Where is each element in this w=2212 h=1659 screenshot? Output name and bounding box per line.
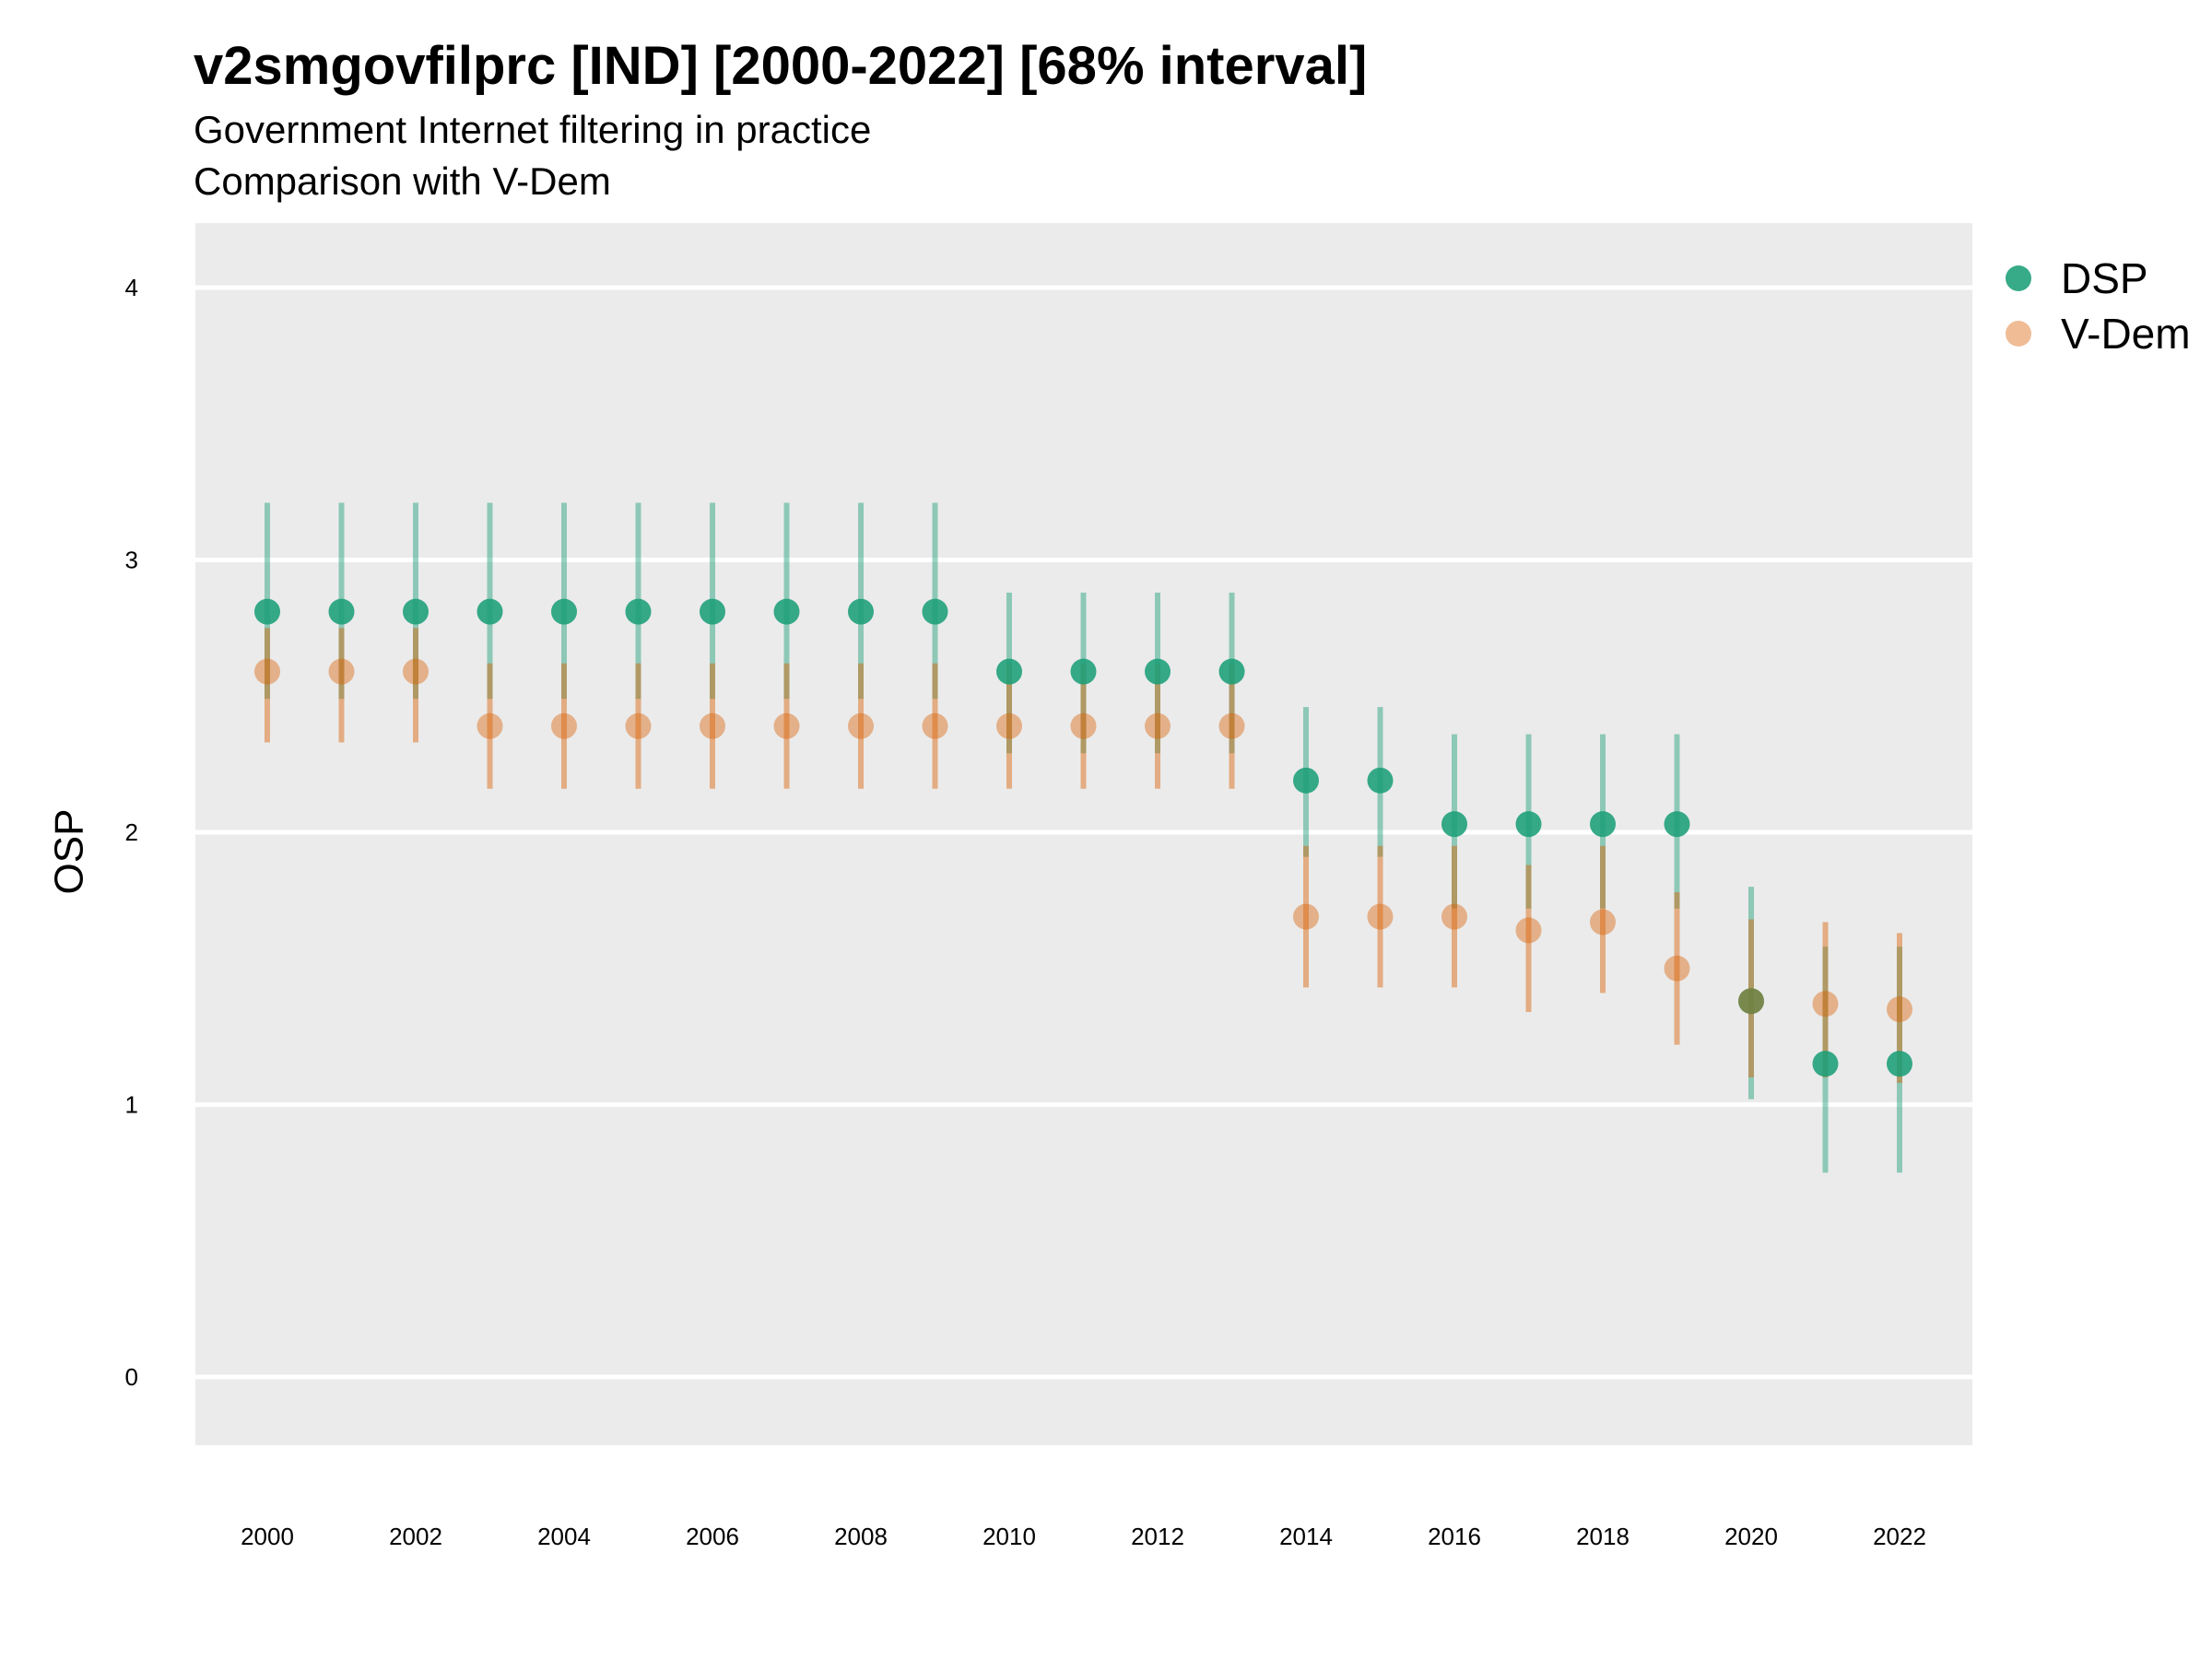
x-tick-label: 2014 bbox=[1279, 1523, 1333, 1550]
y-axis-ticks: 0 1 2 3 4 bbox=[125, 274, 138, 1391]
data-point-dsp bbox=[700, 598, 725, 625]
data-point-dsp bbox=[1887, 1051, 1912, 1077]
x-tick-label: 2002 bbox=[389, 1523, 442, 1550]
x-tick-label: 2022 bbox=[1873, 1523, 1926, 1550]
y-tick-label: 2 bbox=[125, 818, 138, 846]
data-point-v-dem bbox=[1590, 909, 1616, 935]
x-tick-label: 2006 bbox=[686, 1523, 739, 1550]
data-point-dsp bbox=[848, 598, 874, 625]
data-point-v-dem bbox=[1145, 712, 1171, 739]
data-point-v-dem bbox=[1738, 988, 1764, 1015]
x-axis-ticks: 2000 2002 2004 2006 2008 2010 2012 2014 2016 2018… bbox=[241, 1523, 1926, 1550]
data-point-dsp bbox=[1812, 1051, 1839, 1077]
data-point-v-dem bbox=[1812, 991, 1839, 1018]
data-point-dsp bbox=[1218, 658, 1245, 685]
data-point-dsp bbox=[625, 598, 652, 625]
data-point-dsp bbox=[773, 598, 800, 625]
x-tick-label: 2018 bbox=[1576, 1523, 1630, 1550]
x-tick-label: 2016 bbox=[1428, 1523, 1481, 1550]
data-point-dsp bbox=[403, 598, 429, 625]
legend-key-v-dem bbox=[2006, 321, 2031, 347]
data-point-v-dem bbox=[848, 712, 874, 739]
data-point-dsp bbox=[328, 598, 355, 625]
y-tick-label: 1 bbox=[125, 1091, 138, 1119]
data-point-v-dem bbox=[1367, 903, 1394, 930]
data-point-v-dem bbox=[996, 712, 1022, 739]
data-point-v-dem bbox=[551, 712, 577, 739]
data-point-v-dem bbox=[922, 712, 948, 739]
data-points bbox=[254, 598, 1912, 1077]
y-tick-label: 0 bbox=[125, 1363, 138, 1391]
data-point-v-dem bbox=[1441, 903, 1467, 930]
data-point-dsp bbox=[1145, 658, 1171, 685]
x-tick-label: 2010 bbox=[982, 1523, 1036, 1550]
y-tick-label: 3 bbox=[125, 547, 138, 574]
data-point-v-dem bbox=[1070, 712, 1097, 739]
data-point-v-dem bbox=[403, 658, 429, 685]
data-point-dsp bbox=[1738, 988, 1764, 1015]
data-point-dsp bbox=[1515, 811, 1542, 838]
data-point-dsp bbox=[1590, 811, 1616, 838]
data-point-v-dem bbox=[1293, 903, 1319, 930]
data-point-v-dem bbox=[700, 712, 725, 739]
chart-title: v2smgovfilprc [IND] [2000-2022] [68% int… bbox=[194, 36, 1368, 96]
y-tick-label: 4 bbox=[125, 274, 138, 301]
data-point-v-dem bbox=[1218, 712, 1245, 739]
data-point-dsp bbox=[1070, 658, 1097, 685]
chart-subtitle-comparison: Comparison with V-Dem bbox=[194, 159, 611, 203]
data-point-v-dem bbox=[773, 712, 800, 739]
chart-subtitle: Government Internet filtering in practic… bbox=[194, 108, 872, 151]
data-point-dsp bbox=[1367, 767, 1394, 794]
data-point-v-dem bbox=[254, 658, 280, 685]
data-point-v-dem bbox=[477, 712, 503, 739]
data-point-dsp bbox=[1664, 811, 1690, 838]
data-point-dsp bbox=[1441, 811, 1467, 838]
data-point-v-dem bbox=[1887, 996, 1912, 1023]
x-tick-label: 2008 bbox=[834, 1523, 888, 1550]
y-axis-label: OSP bbox=[47, 809, 92, 895]
x-tick-label: 2012 bbox=[1131, 1523, 1184, 1550]
legend-key-dsp bbox=[2006, 265, 2031, 291]
data-point-v-dem bbox=[625, 712, 652, 739]
data-point-v-dem bbox=[1515, 917, 1542, 944]
legend: DSP V-Dem bbox=[2006, 254, 2191, 358]
data-point-v-dem bbox=[1664, 955, 1690, 982]
x-tick-label: 2020 bbox=[1724, 1523, 1778, 1550]
data-point-dsp bbox=[477, 598, 503, 625]
data-point-dsp bbox=[254, 598, 280, 625]
data-point-dsp bbox=[922, 598, 948, 625]
x-tick-label: 2004 bbox=[537, 1523, 591, 1550]
data-point-dsp bbox=[551, 598, 577, 625]
legend-label-dsp: DSP bbox=[2061, 254, 2148, 302]
data-point-dsp bbox=[996, 658, 1022, 685]
data-point-v-dem bbox=[328, 658, 355, 685]
legend-label-v-dem: V-Dem bbox=[2061, 310, 2191, 358]
data-point-dsp bbox=[1293, 767, 1319, 794]
x-tick-label: 2000 bbox=[241, 1523, 294, 1550]
